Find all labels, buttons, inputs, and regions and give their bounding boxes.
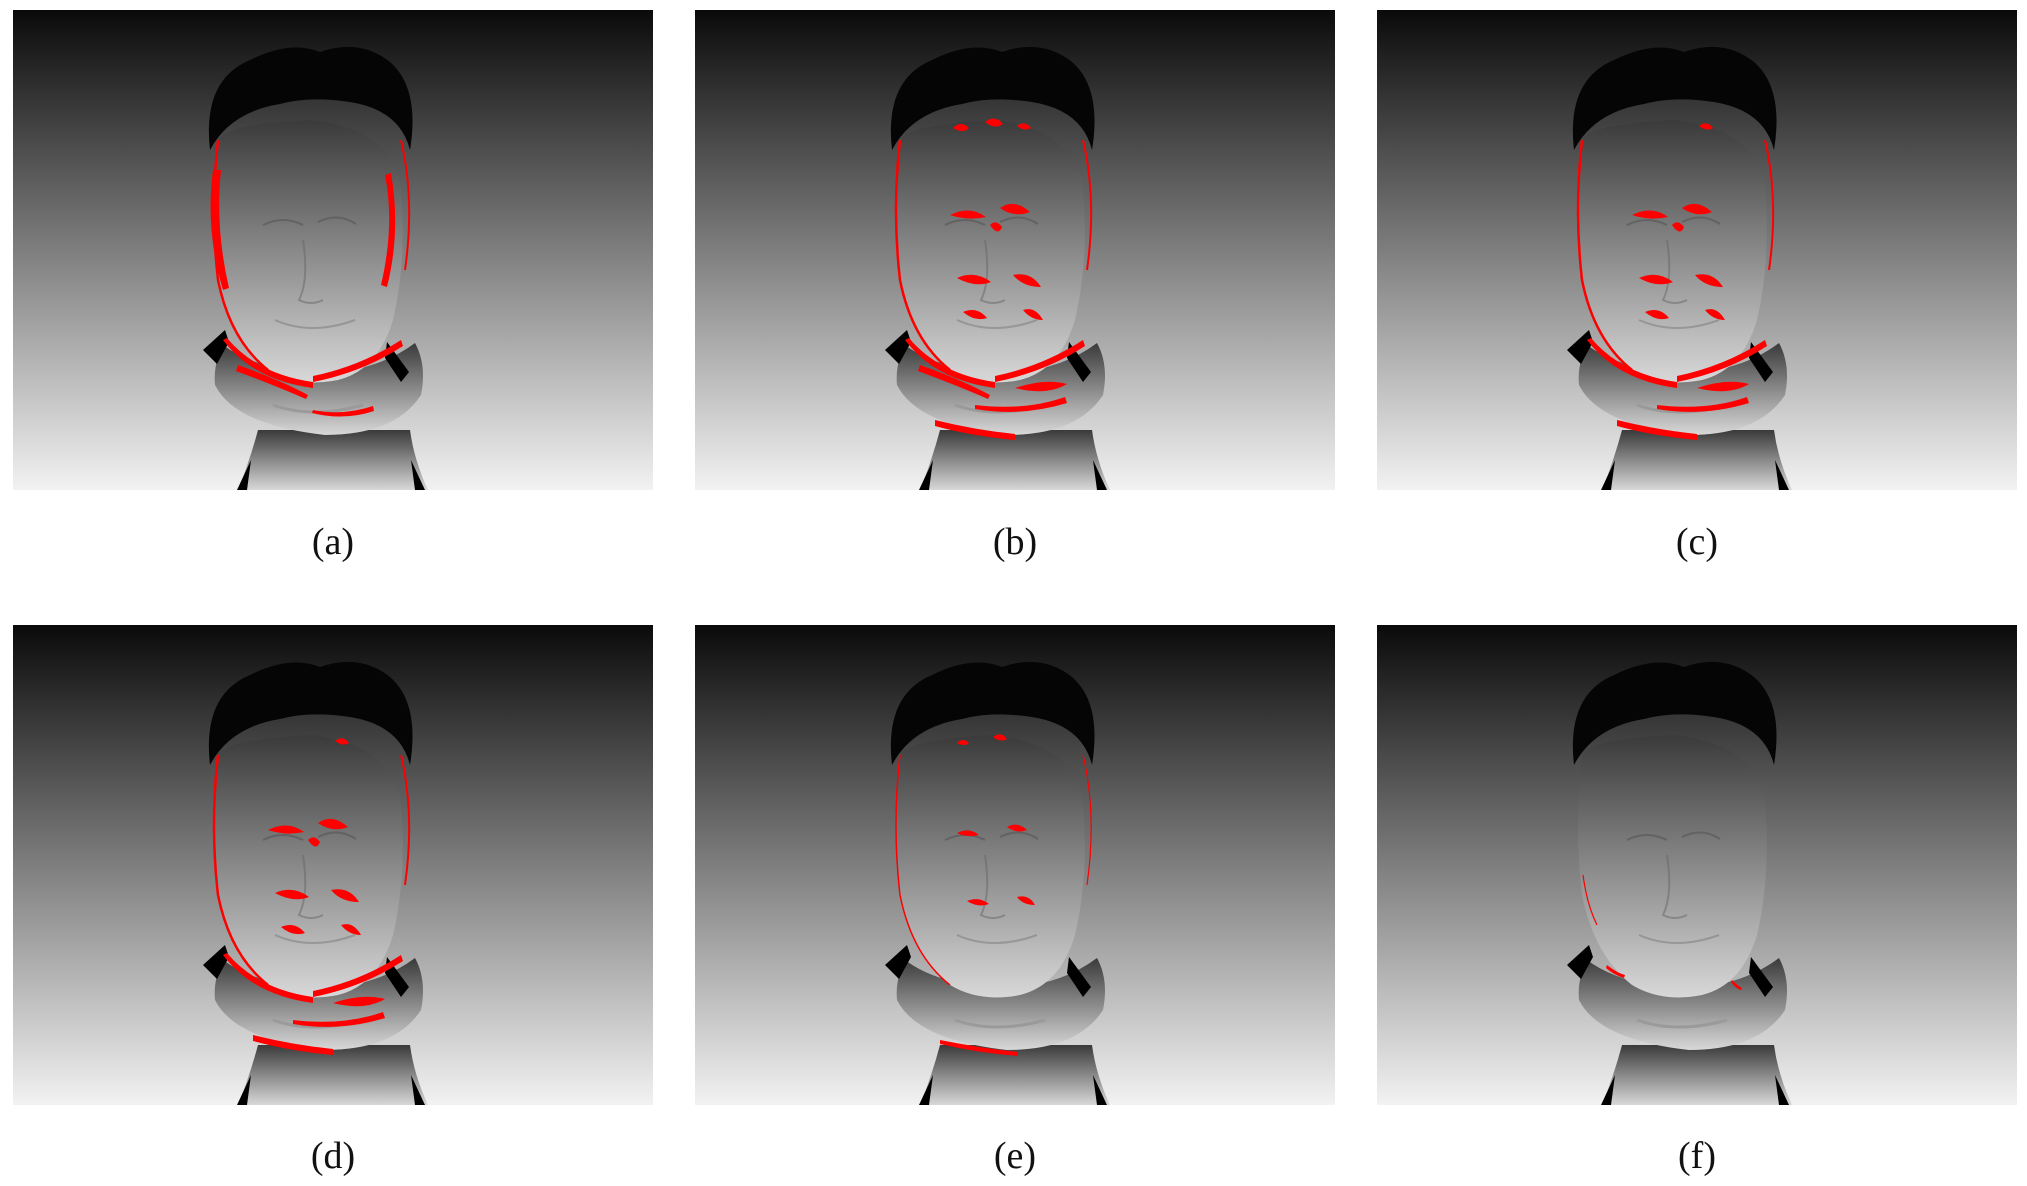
error-edge: [400, 139, 411, 271]
error-mark: [1731, 980, 1742, 990]
error-mark: [1695, 274, 1723, 287]
caption-b: (b): [992, 521, 1038, 563]
error-mark: [313, 340, 403, 382]
error-mark: [318, 818, 348, 830]
caption-a: (a): [311, 521, 355, 563]
error-mark: [993, 734, 1007, 741]
error-mark: [1017, 123, 1031, 130]
error-mark: [1013, 274, 1041, 287]
depth-map-panel-a: [13, 10, 653, 490]
error-mark: [281, 925, 305, 935]
error-mark: [223, 953, 313, 1003]
error-mark: [957, 830, 979, 837]
depth-map-panel-b: [695, 10, 1335, 490]
error-mark: [995, 340, 1085, 382]
caption-e: (e): [993, 1135, 1037, 1177]
error-mark: [1699, 123, 1713, 130]
error-edge: [895, 754, 951, 986]
error-mark: [341, 924, 361, 935]
error-marks: [894, 118, 1093, 440]
error-mark: [253, 1035, 333, 1055]
error-mark: [953, 124, 969, 131]
error-mark: [312, 406, 374, 417]
head-silhouette: [1567, 661, 1792, 1105]
error-mark: [313, 955, 403, 997]
depth-map-panel-e: [695, 625, 1335, 1105]
error-edge: [1082, 754, 1092, 886]
error-mark: [1000, 203, 1030, 215]
error-mark: [990, 222, 1002, 232]
error-mark: [1606, 965, 1625, 978]
error-mark: [1015, 381, 1067, 392]
error-mark: [905, 338, 995, 388]
error-mark: [333, 996, 385, 1007]
error-mark: [1705, 309, 1725, 320]
head-silhouette: [203, 46, 428, 490]
error-mark: [335, 738, 349, 745]
depth-map-panel-c: [1377, 10, 2017, 490]
error-mark: [1672, 222, 1684, 232]
error-mark: [223, 338, 313, 388]
error-mark: [957, 274, 991, 285]
depth-map-panel-f: [1377, 625, 2017, 1105]
error-mark: [1645, 310, 1669, 320]
error-mark: [967, 899, 989, 906]
error-mark: [331, 889, 359, 902]
caption-c: (c): [1675, 521, 1719, 563]
error-marks: [1576, 123, 1775, 440]
error-mark: [268, 825, 304, 834]
error-edge: [894, 139, 951, 371]
error-mark: [957, 740, 969, 745]
error-mark: [950, 210, 986, 219]
error-mark: [381, 173, 396, 287]
error-mark: [308, 837, 320, 847]
error-marks: [212, 738, 411, 1055]
error-marks: [210, 139, 411, 417]
depth-map-svg: [13, 10, 653, 490]
error-mark: [1017, 896, 1035, 905]
error-edge: [1764, 139, 1775, 271]
error-mark: [985, 118, 1003, 127]
error-mark: [236, 365, 308, 399]
depth-map-svg: [1377, 625, 2017, 1105]
error-mark: [1023, 309, 1043, 320]
error-mark: [1682, 203, 1712, 215]
depth-map-svg: [1377, 10, 2017, 490]
error-mark: [1657, 397, 1749, 412]
error-mark: [935, 420, 1015, 440]
depth-map-svg: [695, 625, 1335, 1105]
error-mark: [975, 397, 1067, 412]
error-mark: [1697, 381, 1749, 392]
depth-map-svg: [13, 625, 653, 1105]
head-silhouette: [885, 661, 1110, 1105]
depth-map-panel-d: [13, 625, 653, 1105]
error-mark: [293, 1012, 385, 1027]
error-edge: [212, 139, 269, 371]
error-mark: [940, 1040, 1018, 1056]
error-mark: [963, 310, 987, 320]
error-mark: [1632, 210, 1668, 219]
error-edge: [1582, 874, 1598, 926]
error-edge: [1576, 139, 1633, 371]
error-mark: [918, 365, 990, 399]
error-mark: [1617, 420, 1697, 440]
error-edge: [212, 754, 269, 986]
caption-f: (f): [1678, 1135, 1716, 1177]
error-edge: [1082, 139, 1093, 271]
error-mark: [1639, 274, 1673, 285]
error-mark: [275, 889, 309, 900]
error-edge: [400, 754, 411, 886]
error-mark: [1007, 824, 1027, 832]
error-marks: [1582, 874, 1742, 990]
depth-map-svg: [695, 10, 1335, 490]
error-marks: [895, 734, 1092, 1056]
error-mark: [1587, 338, 1677, 388]
error-mark: [1677, 340, 1767, 382]
caption-d: (d): [310, 1135, 356, 1177]
